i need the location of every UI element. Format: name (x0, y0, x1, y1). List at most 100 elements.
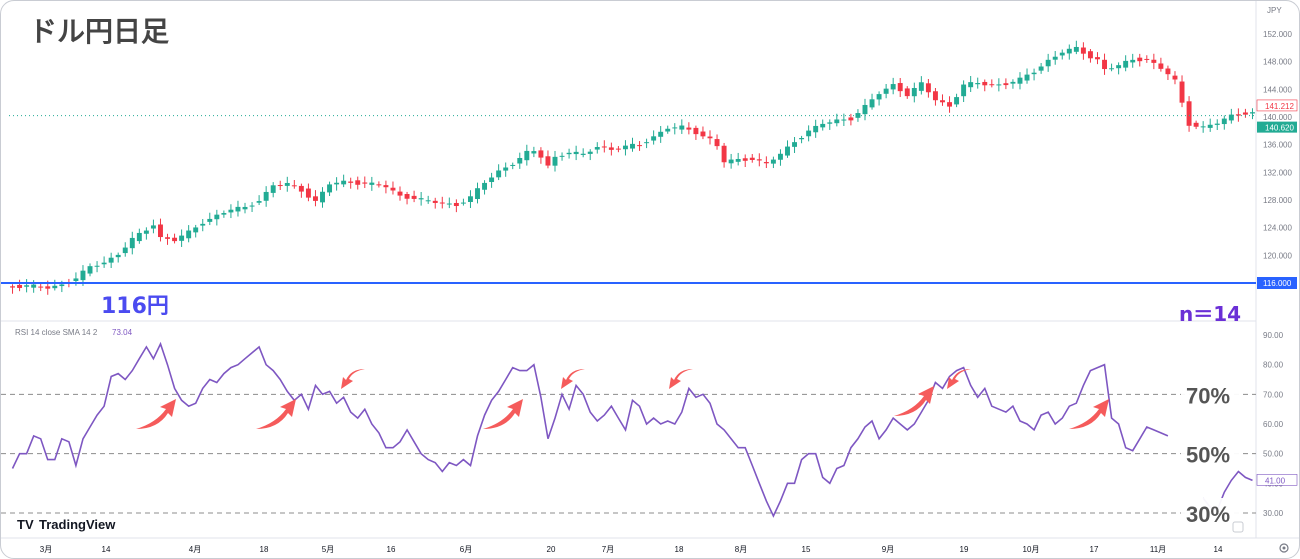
candle-body (73, 278, 79, 281)
candle-body (348, 181, 354, 183)
candle-body (580, 153, 586, 155)
candle-body (911, 87, 917, 97)
time-tick-label: 8月 (735, 545, 747, 554)
candle-body (665, 128, 671, 132)
rsi-period-label: n＝14 (1179, 302, 1241, 326)
candle-body (179, 235, 185, 241)
candle-body (87, 266, 93, 274)
candle-body (693, 127, 699, 135)
candle-body (735, 158, 741, 162)
candle-body (749, 157, 755, 160)
last-price-label: 140.620 (1265, 124, 1294, 133)
candle-body (439, 202, 445, 204)
candle-body (658, 131, 664, 137)
price-tick-label: 140.000 (1263, 113, 1292, 122)
candle-body (1172, 75, 1178, 80)
candle-body (714, 139, 720, 147)
candle-body (904, 88, 910, 97)
logo-mark: TV (17, 517, 34, 532)
candle-body (489, 177, 495, 183)
red-arrow-annotation (669, 369, 693, 389)
rsi-tick-label: 60.00 (1263, 420, 1284, 429)
support-caption: 116円 (101, 294, 169, 319)
candle-body (848, 117, 854, 121)
gear-icon[interactable] (1279, 543, 1289, 553)
candle-body (122, 247, 128, 254)
candle-body (608, 147, 614, 150)
red-arrow-annotation (483, 399, 523, 429)
candle-body (601, 146, 607, 148)
candle-body (679, 125, 685, 130)
candle-body (327, 184, 333, 193)
candle-body (622, 145, 628, 150)
candle-body (165, 237, 170, 239)
candle-body (1130, 59, 1136, 63)
candle-body (249, 205, 255, 207)
candle-body (341, 180, 347, 185)
candle-body (996, 84, 1002, 86)
time-tick-label: 18 (675, 545, 684, 554)
price-tick-label: 132.000 (1263, 168, 1292, 177)
candle-body (1080, 47, 1086, 54)
candle-body (221, 213, 227, 215)
time-tick-label: 17 (1090, 545, 1099, 554)
rsi-indicator-value: 73.04 (112, 328, 133, 337)
candle-body (256, 201, 262, 203)
candle-body (242, 206, 248, 210)
candle-body (108, 257, 114, 263)
reference-label: 70% (1186, 383, 1230, 408)
rsi-tick-label: 80.00 (1263, 361, 1284, 370)
tradingview-logo: TV TradingView (17, 517, 116, 532)
candle-body (17, 284, 23, 288)
candle-body (228, 209, 234, 213)
candle-body (785, 146, 790, 156)
candle-body (31, 284, 37, 288)
gear-hub (1282, 546, 1286, 550)
candle-body (284, 182, 290, 186)
candle-body (989, 84, 995, 86)
candle-body (1073, 46, 1079, 52)
candle-body (1165, 68, 1171, 75)
candle-body (94, 265, 100, 267)
candle-body (172, 237, 178, 242)
candle-body (961, 84, 967, 97)
candle-body (940, 100, 945, 103)
red-arrow-annotation (894, 386, 934, 416)
reference-label: 50% (1186, 443, 1230, 468)
candle-body (566, 152, 572, 155)
current-price-label: 141.212 (1265, 102, 1294, 111)
candle-body (425, 200, 431, 202)
candle-body (1031, 72, 1037, 75)
candle-body (841, 119, 847, 121)
candle-body (756, 159, 762, 161)
candle-body (1052, 56, 1058, 60)
logo-text: TradingView (39, 517, 116, 532)
rsi-indicator-label: RSI 14 close SMA 14 2 (15, 328, 98, 337)
candle-body (918, 82, 924, 91)
candle-body (834, 119, 840, 124)
candle-body (467, 196, 473, 202)
candle-body (214, 214, 220, 220)
candle-body (115, 254, 121, 258)
candle-body (1179, 81, 1185, 103)
candle-body (313, 196, 318, 201)
candle-body (10, 286, 15, 288)
time-tick-label: 16 (387, 545, 396, 554)
reference-label-bg (1181, 498, 1241, 526)
candle-body (947, 102, 952, 107)
candle-body (460, 202, 466, 204)
candle-body (792, 142, 798, 147)
candle-body (510, 164, 516, 166)
candle-body (806, 130, 812, 137)
candle-body (277, 185, 283, 187)
rsi-line (11, 341, 1169, 518)
candle-body (1151, 59, 1157, 63)
candle-body (587, 151, 593, 154)
support-price-label: 116.000 (1263, 279, 1292, 288)
candle-body (432, 200, 438, 203)
candle-body (651, 136, 657, 141)
pane-handle (1232, 521, 1244, 533)
candle-body (1087, 51, 1093, 59)
